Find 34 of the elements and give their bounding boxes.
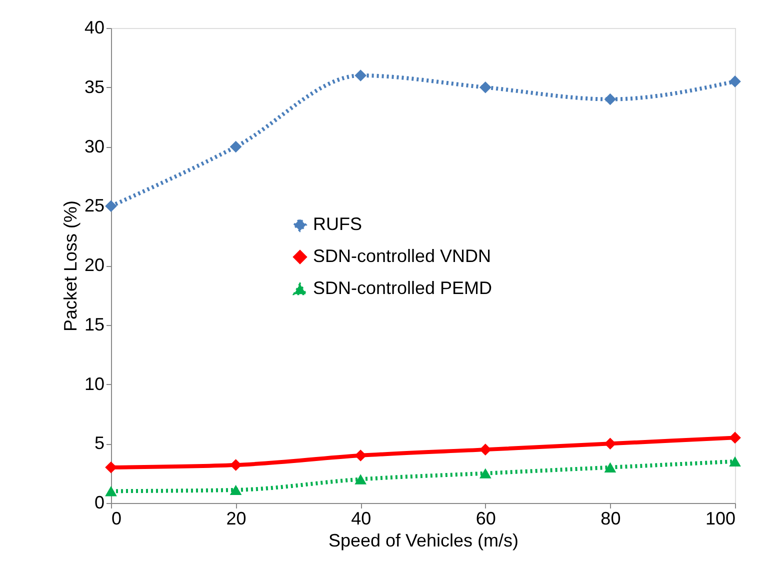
- point: [729, 76, 741, 88]
- y-tick-label: 10: [84, 374, 104, 394]
- x-tick-label: 100: [705, 508, 736, 528]
- point: [479, 468, 492, 478]
- y-tick-label: 30: [84, 136, 104, 156]
- y-tick-label: 40: [84, 18, 104, 38]
- y-tick-label: 35: [84, 76, 104, 97]
- point: [604, 462, 616, 472]
- y-tick-label: 20: [84, 255, 104, 275]
- y-tick-label: 0: [94, 492, 104, 512]
- point: [354, 70, 367, 82]
- legend-label: RUFS: [313, 214, 362, 234]
- point: [230, 140, 242, 153]
- y-axis-title: Packet Loss (%): [60, 200, 80, 332]
- point: [105, 200, 117, 212]
- x-axis-title: Speed of Vehicles (m/s): [328, 530, 519, 550]
- point: [230, 484, 242, 496]
- point: [105, 461, 117, 474]
- x-tick-label: 80: [600, 508, 621, 528]
- point: [354, 474, 367, 484]
- point: [479, 81, 492, 94]
- point: [105, 486, 117, 496]
- point: [729, 456, 741, 467]
- y-tick-label: 15: [84, 314, 104, 334]
- y-tick-label: 25: [84, 196, 104, 216]
- point: [604, 93, 616, 106]
- x-tick-label: 40: [351, 508, 372, 528]
- legend-label: SDN-controlled VNDN: [313, 246, 492, 266]
- x-tick-label: 20: [226, 508, 246, 528]
- y-tick-label: 5: [94, 433, 104, 454]
- legend-label: SDN-controlled PEMD: [313, 278, 492, 298]
- x-tick-label: 0: [112, 508, 122, 528]
- point: [729, 432, 741, 444]
- x-tick-label: 60: [476, 508, 496, 528]
